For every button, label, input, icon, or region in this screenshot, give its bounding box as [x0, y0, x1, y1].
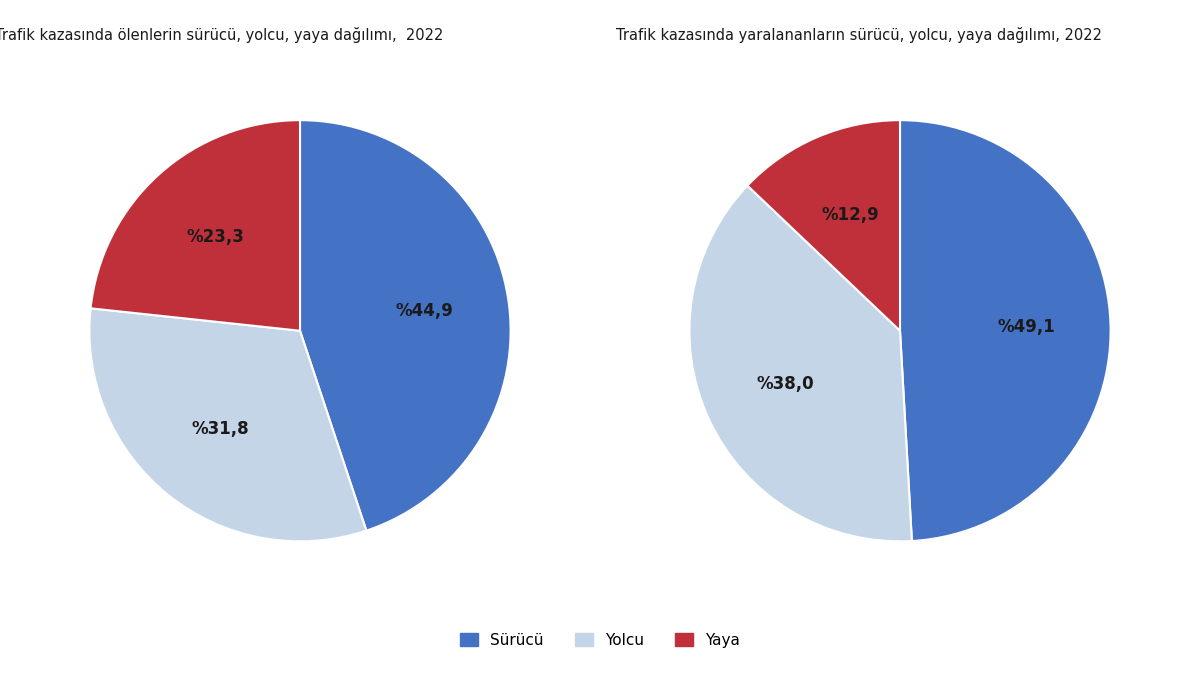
Text: Trafik kazasında yaralananların sürücü, yolcu, yaya dağılımı, 2022: Trafik kazasında yaralananların sürücü, …: [616, 27, 1102, 43]
Wedge shape: [748, 120, 900, 331]
Legend: Sürücü, Yolcu, Yaya: Sürücü, Yolcu, Yaya: [454, 626, 746, 654]
Text: %12,9: %12,9: [821, 206, 880, 223]
Text: Trafik kazasında ölenlerin sürücü, yolcu, yaya dağılımı,  2022: Trafik kazasında ölenlerin sürücü, yolcu…: [0, 27, 443, 43]
Wedge shape: [91, 120, 300, 331]
Text: %44,9: %44,9: [396, 302, 454, 319]
Wedge shape: [900, 120, 1110, 541]
Wedge shape: [690, 186, 912, 541]
Text: %38,0: %38,0: [756, 375, 814, 393]
Text: %31,8: %31,8: [192, 420, 250, 438]
Text: %23,3: %23,3: [187, 227, 245, 246]
Wedge shape: [90, 308, 366, 541]
Text: %49,1: %49,1: [997, 318, 1055, 336]
Wedge shape: [300, 120, 510, 531]
